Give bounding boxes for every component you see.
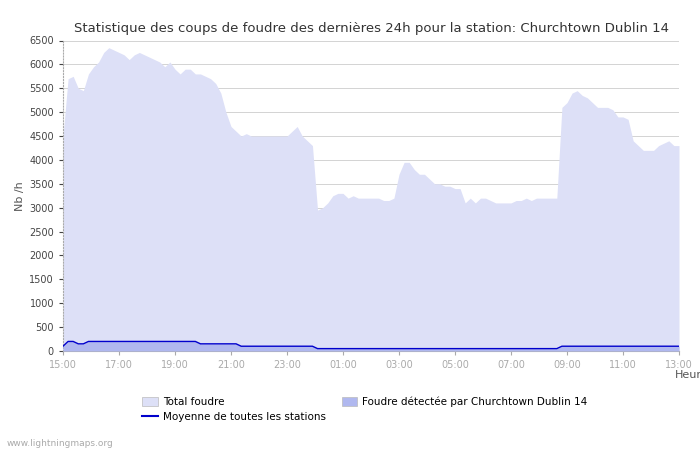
Legend: Total foudre, Moyenne de toutes les stations, Foudre détectée par Churchtown Dub: Total foudre, Moyenne de toutes les stat…	[142, 396, 588, 422]
X-axis label: Heure: Heure	[675, 369, 700, 380]
Y-axis label: Nb /h: Nb /h	[15, 181, 25, 211]
Title: Statistique des coups de foudre des dernières 24h pour la station: Churchtown Du: Statistique des coups de foudre des dern…	[74, 22, 668, 35]
Text: www.lightningmaps.org: www.lightningmaps.org	[7, 439, 113, 448]
